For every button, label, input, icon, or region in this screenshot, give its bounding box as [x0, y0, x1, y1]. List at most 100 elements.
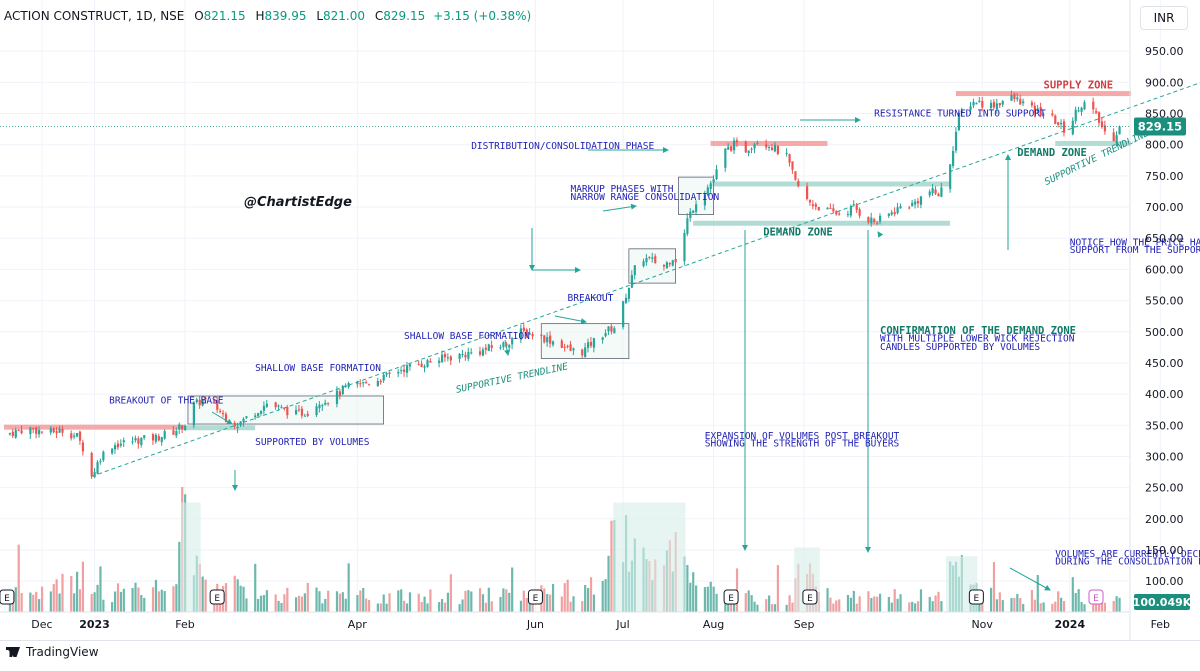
candle-body [303, 415, 306, 417]
candle-body [914, 201, 917, 205]
event-marker[interactable]: E [209, 589, 225, 605]
candle-body [651, 257, 654, 259]
tradingview-logo[interactable]: TradingView [6, 645, 99, 659]
time-tick-label: Feb [175, 618, 194, 631]
candle-body [689, 211, 692, 218]
candle-body [20, 430, 23, 434]
candle-body [908, 207, 911, 209]
price-chart[interactable]: BREAKOUT OF THE BASE SHALLOW BASE FORMATI… [0, 0, 1200, 640]
watermark: @ChartistEdge [244, 195, 352, 210]
annotation-text: EXPANSION OF VOLUMES POST BREAKOUT [705, 431, 900, 442]
candle-body [768, 146, 771, 148]
volume-bar [744, 593, 747, 612]
candle-body [683, 232, 686, 262]
volume-bar [116, 583, 120, 612]
event-marker[interactable]: E [527, 589, 543, 605]
volume-bar [40, 586, 44, 612]
price-tick-label: 950.00 [1145, 45, 1184, 58]
volume-bar [14, 587, 17, 612]
candle-body [960, 110, 963, 113]
volume-bar [17, 544, 20, 612]
candle-body [76, 433, 79, 437]
volume-bar [385, 603, 388, 612]
volume-bar [998, 592, 1001, 612]
volume-bar [347, 563, 350, 612]
volume-bar [20, 592, 23, 612]
candle-body [911, 202, 914, 207]
event-marker[interactable]: E [0, 589, 15, 605]
volume-bar [928, 596, 931, 612]
low-label: L [316, 9, 324, 23]
candle-body [969, 106, 972, 110]
volume-bar [300, 596, 304, 612]
candle-body [916, 201, 920, 204]
event-marker-label: E [214, 594, 220, 604]
event-marker-box [1088, 589, 1104, 605]
candle-body [295, 409, 298, 415]
volume-bar [581, 601, 584, 612]
change-value: +3.15 (+0.38%) [433, 9, 532, 23]
candle-body [931, 188, 934, 194]
candle-body [811, 204, 815, 207]
candle-body [543, 335, 546, 343]
candle-body [490, 345, 493, 348]
volume-bar [131, 587, 134, 612]
candle-body [972, 101, 975, 106]
candle-body [674, 259, 677, 263]
volume-bar [438, 602, 441, 612]
candle-body [572, 348, 575, 351]
volume-bar [709, 581, 712, 612]
candle-body [870, 217, 873, 224]
volume-bar [919, 589, 923, 612]
zone-band [955, 91, 1132, 97]
currency-button[interactable]: INR [1140, 6, 1188, 30]
volume-bar [978, 598, 981, 612]
candle-body [1054, 115, 1057, 124]
volume-bar [995, 599, 998, 612]
candle-body [665, 262, 669, 269]
candle-body [397, 371, 400, 374]
event-marker[interactable]: E [802, 589, 818, 605]
candle-body [549, 335, 552, 344]
event-marker[interactable]: E [968, 589, 984, 605]
candle-body [359, 383, 362, 385]
volume-shade [181, 502, 201, 612]
volume-bar [703, 587, 706, 612]
volume-bar [592, 594, 596, 612]
time-tick-label: Apr [348, 618, 368, 631]
volume-bar [692, 572, 695, 612]
candle-body [1071, 120, 1074, 135]
candle-body [286, 407, 289, 416]
candle-body [265, 403, 268, 407]
candle-body [1057, 122, 1060, 125]
annotation-text: VOLUMES ARE CURRENTLY DECENT/FLAT [1055, 549, 1200, 560]
candle-body [601, 337, 604, 340]
symbol-name[interactable]: ACTION CONSTRUCT, 1D, NSE [4, 9, 185, 23]
volume-bar [1103, 602, 1107, 612]
candle-body [324, 402, 327, 405]
candle-body [154, 434, 158, 442]
candle-body [382, 374, 385, 381]
volume-bar [522, 590, 525, 612]
volume-bar [265, 590, 268, 612]
annotation-arrow [602, 203, 637, 212]
volume-bar [505, 589, 508, 612]
volume-bar [525, 597, 528, 612]
event-marker[interactable]: E [1088, 589, 1104, 605]
volume-bar [1051, 603, 1054, 612]
candle-body [184, 425, 187, 431]
time-tick-label: 2023 [79, 618, 110, 631]
trendline [91, 82, 1200, 477]
event-marker[interactable]: E [723, 589, 739, 605]
candle-body [727, 146, 730, 150]
candle-body [750, 148, 753, 150]
volume-bar [730, 602, 733, 612]
candle-body [236, 426, 239, 428]
volume-shade [613, 502, 686, 612]
time-tick-label: Dec [31, 618, 52, 631]
volume-bar [849, 597, 852, 612]
candle-body [201, 399, 204, 406]
close-value: 829.15 [383, 9, 426, 23]
volume-bar [916, 601, 920, 612]
price-tick-label: 500.00 [1145, 326, 1184, 339]
